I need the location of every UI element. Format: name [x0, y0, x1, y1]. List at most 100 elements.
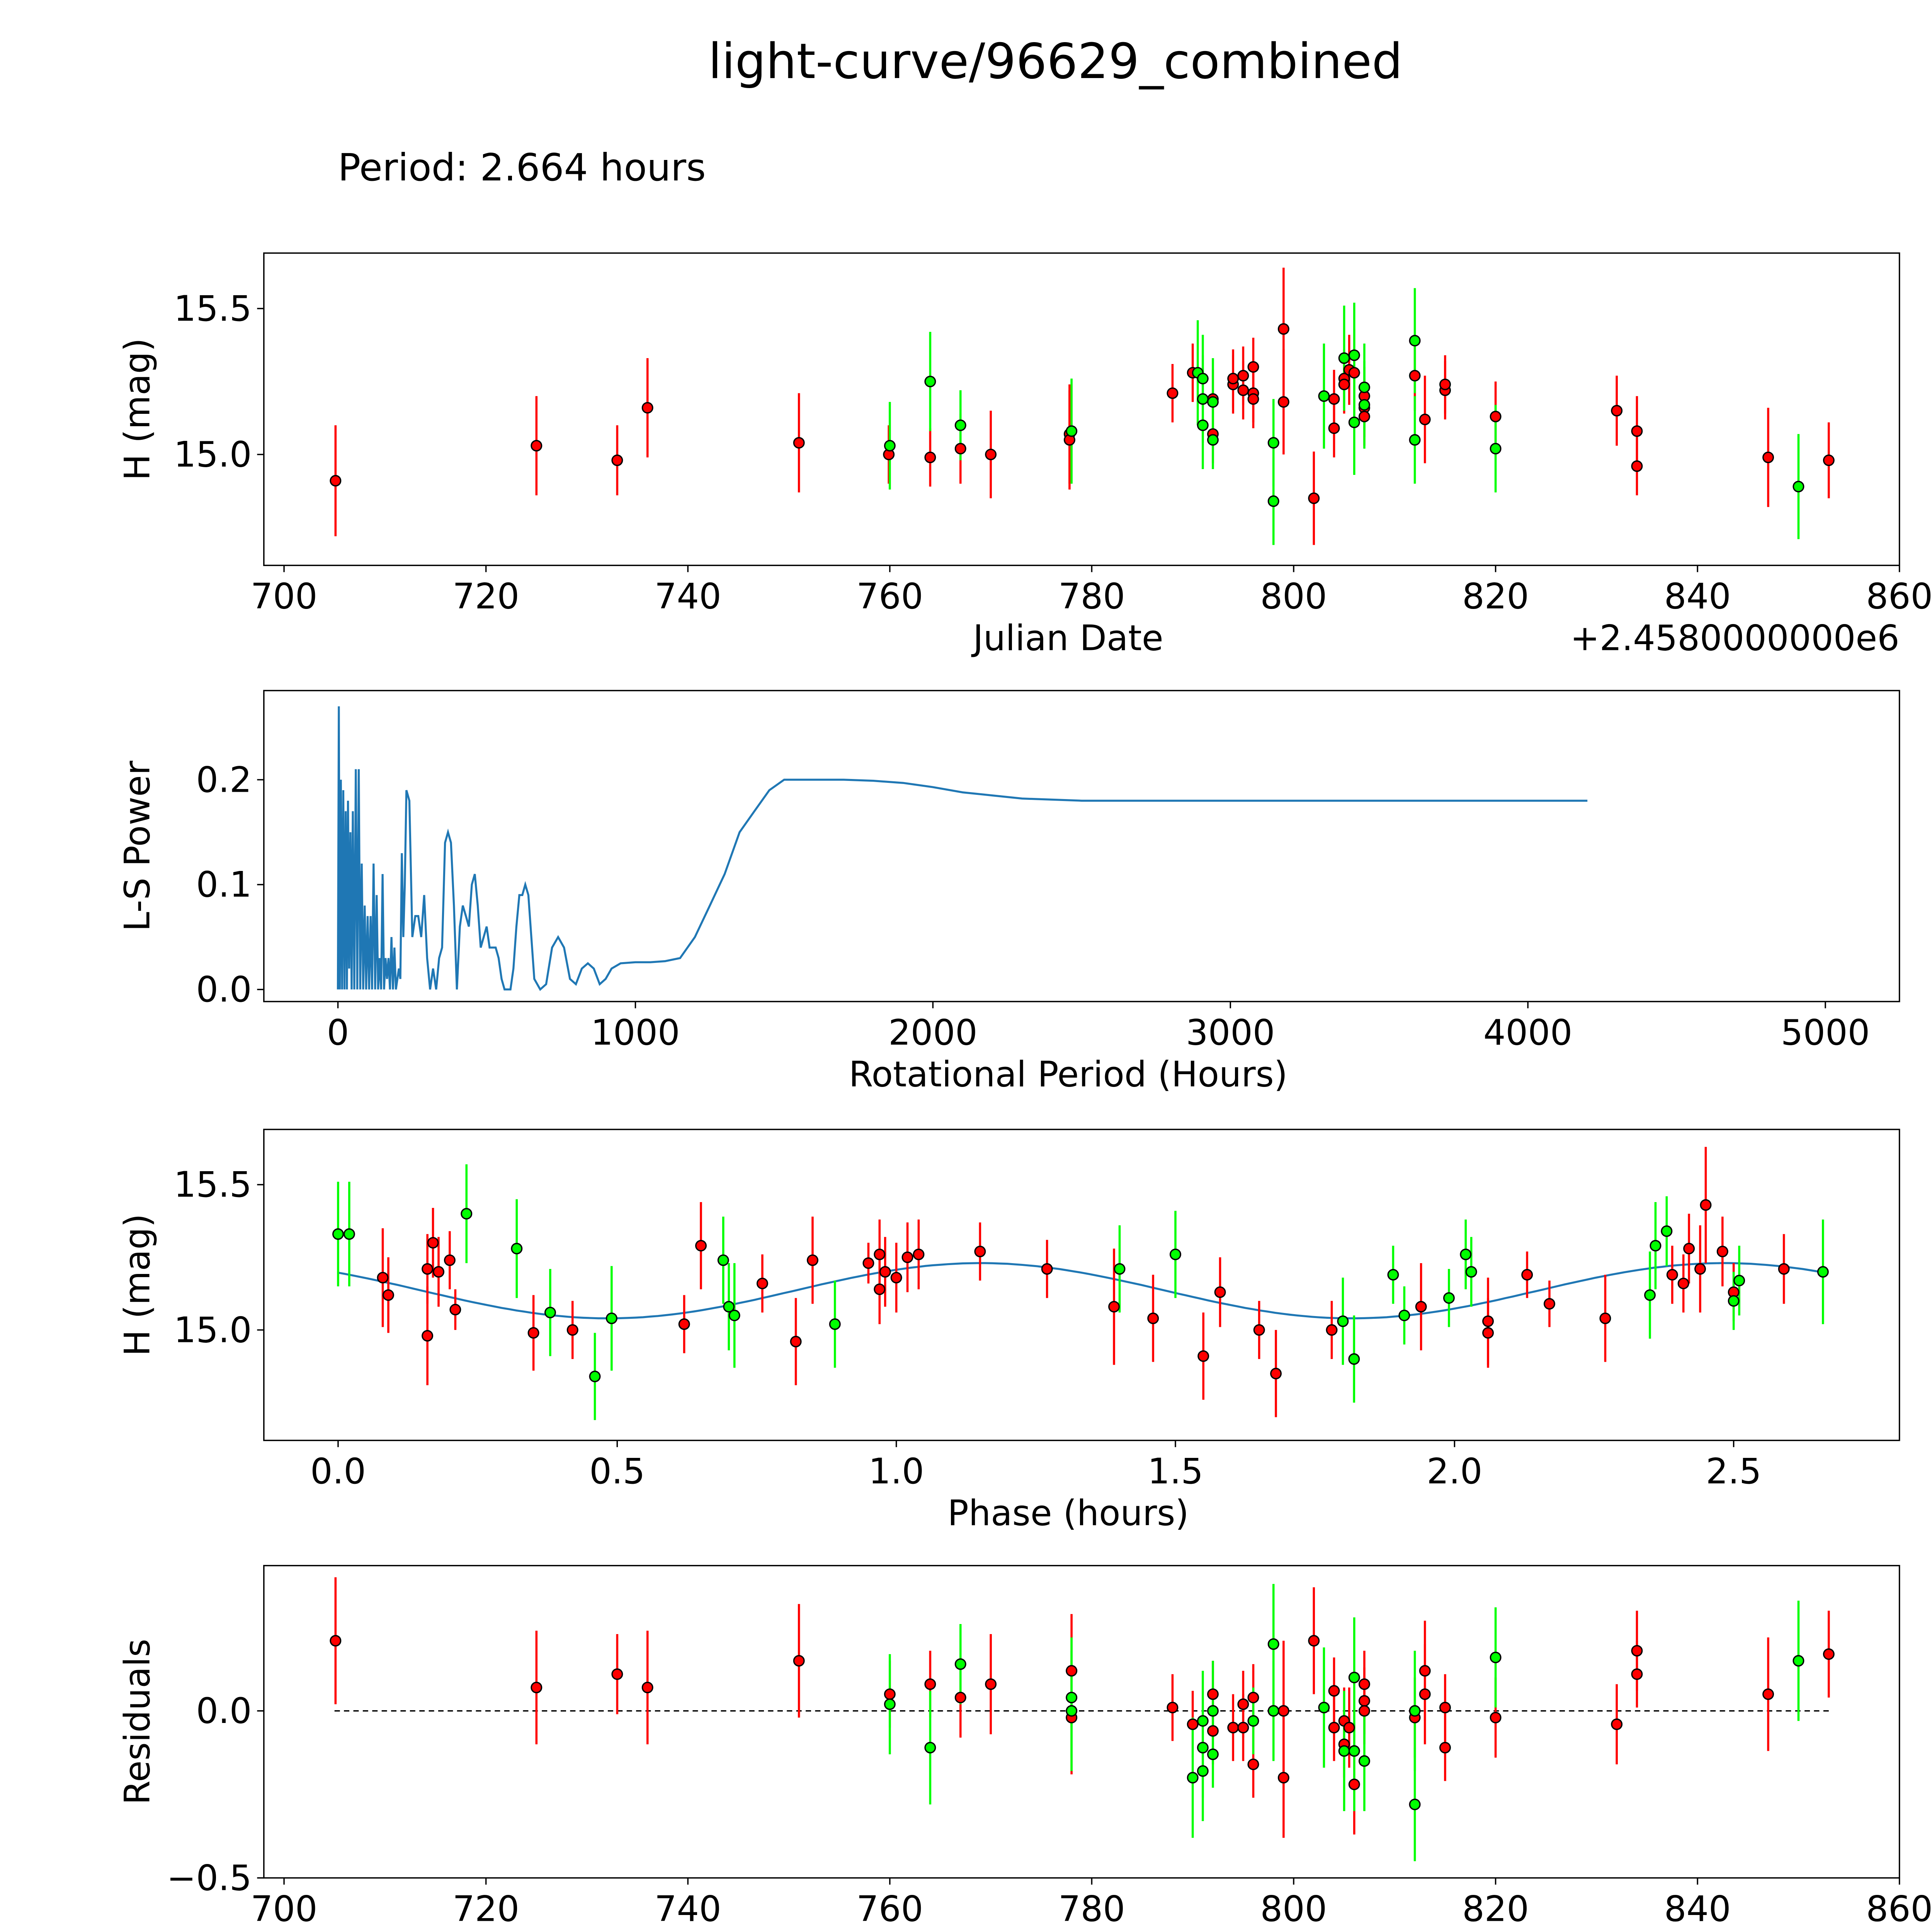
- data-point-red: [427, 1237, 439, 1249]
- data-point-green: [1409, 1705, 1421, 1717]
- data-point-red: [1683, 1243, 1695, 1255]
- data-point-red: [1677, 1277, 1689, 1289]
- data-point-green: [343, 1228, 355, 1240]
- x-tick-label: 860: [1866, 1889, 1932, 1929]
- x-tick-label: 820: [1462, 1889, 1529, 1929]
- data-point-green: [1490, 443, 1502, 455]
- data-point-green: [1817, 1266, 1829, 1278]
- data-point-green: [1409, 1798, 1421, 1810]
- x-tick-label: 1.5: [1148, 1451, 1203, 1492]
- y-axis-label: L-S Power: [117, 760, 158, 931]
- data-point-red: [1253, 1324, 1265, 1336]
- data-point-green: [1348, 417, 1360, 429]
- data-point-green: [1207, 396, 1219, 408]
- data-point-red: [1247, 1692, 1259, 1704]
- data-point-green: [1793, 1655, 1804, 1667]
- y-tick-label: 0.0: [196, 969, 252, 1010]
- data-point-green: [1490, 1651, 1502, 1663]
- data-point-red: [879, 1266, 891, 1278]
- data-point-red: [985, 449, 997, 461]
- data-point-red: [444, 1254, 456, 1266]
- x-axis-label: Julian Date: [971, 1930, 1163, 1932]
- data-point-red: [422, 1263, 434, 1275]
- x-tick-label: 860: [1866, 577, 1932, 617]
- data-point-red: [1326, 1324, 1338, 1336]
- x-tick-label: 4000: [1483, 1012, 1573, 1053]
- data-point-green: [1197, 1742, 1209, 1753]
- x-tick-label: 820: [1462, 577, 1529, 617]
- data-point-green: [1460, 1248, 1472, 1260]
- data-point-red: [924, 1678, 936, 1690]
- data-point-green: [1443, 1292, 1455, 1304]
- x-tick-label: 0.5: [589, 1451, 645, 1492]
- data-point-red: [1358, 411, 1370, 422]
- x-axis-label: Julian Date: [971, 618, 1163, 659]
- data-point-red: [1167, 387, 1179, 399]
- data-point-green: [1348, 1672, 1360, 1684]
- data-point-red: [1328, 422, 1340, 434]
- data-point-red: [611, 454, 623, 466]
- data-point-red: [793, 437, 805, 449]
- data-point-red: [641, 402, 653, 414]
- data-point-red: [422, 1330, 434, 1342]
- data-point-green: [1187, 1772, 1199, 1784]
- data-point-red: [1439, 1702, 1451, 1714]
- data-point-green: [1247, 1715, 1259, 1727]
- x-tick-label: 2.0: [1427, 1451, 1482, 1492]
- data-point-red: [641, 1682, 653, 1694]
- data-point-red: [1227, 1722, 1239, 1733]
- data-point-green: [1066, 1705, 1078, 1717]
- data-point-red: [1308, 492, 1320, 504]
- axes-frame: [263, 252, 1900, 566]
- panel-periodogram: 0 1000 2000 3000 4000 5000 0.0 0.1 0.2 Rotational…: [117, 690, 1900, 1095]
- data-point-green: [1409, 434, 1421, 446]
- data-point-red: [433, 1266, 445, 1278]
- x-offset-label: +2.4580000000e6: [1570, 1930, 1900, 1932]
- data-point-red: [985, 1678, 997, 1690]
- data-point-red: [1247, 393, 1259, 405]
- data-point-green: [1387, 1269, 1399, 1281]
- data-point-red: [449, 1304, 461, 1316]
- y-tick-label: 15.5: [174, 289, 252, 329]
- data-point-green: [1358, 381, 1370, 393]
- data-point-red: [913, 1248, 925, 1260]
- data-point-green: [1207, 434, 1219, 446]
- x-tick-label: 720: [452, 577, 519, 617]
- x-tick-label: 800: [1260, 577, 1327, 617]
- data-point-red: [377, 1272, 389, 1284]
- y-tick-label: 0.1: [196, 865, 252, 905]
- data-point-green: [332, 1228, 344, 1240]
- data-point-red: [1666, 1269, 1678, 1281]
- figure-title: light-curve/96629_combined: [708, 33, 1403, 90]
- plot-area: [330, 1577, 1835, 1861]
- data-point-red: [1247, 361, 1259, 373]
- x-tick-label: 0.0: [310, 1451, 366, 1492]
- x-tick-label: 840: [1664, 1889, 1731, 1929]
- data-point-red: [1237, 370, 1249, 382]
- data-point-red: [1823, 1648, 1835, 1660]
- data-point-red: [1066, 1665, 1078, 1677]
- data-point-green: [1066, 425, 1078, 437]
- data-point-green: [1348, 1353, 1360, 1365]
- data-point-red: [695, 1240, 707, 1252]
- data-point-green: [717, 1254, 729, 1266]
- data-point-red: [901, 1251, 913, 1263]
- x-tick-label: 780: [1058, 577, 1125, 617]
- data-point-red: [1328, 1685, 1340, 1697]
- x-axis-label: Phase (hours): [947, 1493, 1189, 1534]
- data-point-green: [589, 1371, 601, 1383]
- data-point-red: [611, 1668, 623, 1680]
- data-point-green: [924, 1742, 936, 1753]
- y-axis-label: Residuals: [117, 1639, 158, 1805]
- data-point-red: [1778, 1263, 1790, 1275]
- data-point-green: [728, 1310, 740, 1321]
- x-tick-label: 5000: [1781, 1012, 1870, 1053]
- data-point-red: [383, 1289, 394, 1301]
- data-point-red: [1108, 1301, 1120, 1313]
- data-point-green: [1197, 1765, 1209, 1777]
- y-tick-label: 0.2: [196, 760, 252, 800]
- x-tick-label: 720: [452, 1889, 519, 1929]
- data-point-red: [1277, 323, 1289, 335]
- x-tick-label: 1.0: [869, 1451, 924, 1492]
- data-point-green: [1197, 393, 1209, 405]
